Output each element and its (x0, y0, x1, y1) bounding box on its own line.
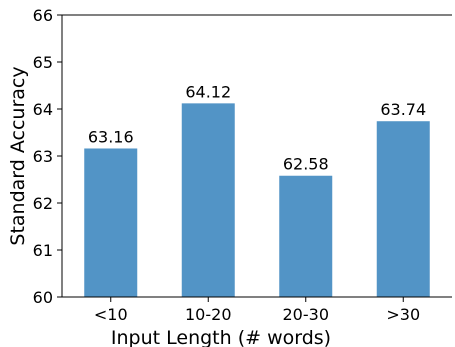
bar-value-label-3: 63.74 (380, 100, 426, 119)
bar-value-label-0: 63.16 (88, 127, 134, 146)
x-tick-label-2: 20-30 (283, 305, 330, 324)
y-tick-label-6: 66 (33, 6, 53, 25)
x-tick-label-0: <10 (94, 305, 128, 324)
y-tick-label-1: 61 (33, 241, 53, 260)
bar-3 (376, 121, 430, 297)
bar-2 (279, 175, 333, 297)
x-axis-title: Input Length (# words) (111, 327, 331, 347)
y-tick-label-4: 64 (33, 100, 53, 119)
y-ticks: 60 61 62 63 64 65 66 (33, 6, 62, 307)
bar-value-label-1: 64.12 (185, 82, 231, 101)
y-axis-title: Standard Accuracy (7, 66, 29, 245)
bar-0 (84, 148, 138, 297)
y-tick-label-5: 65 (33, 53, 53, 72)
value-labels: 63.16 64.12 62.58 63.74 (88, 82, 426, 173)
x-tick-label-3: >30 (386, 305, 420, 324)
bars (84, 103, 430, 297)
x-tick-label-1: 10-20 (185, 305, 232, 324)
x-ticks: <10 10-20 20-30 >30 (94, 297, 420, 324)
y-tick-label-3: 63 (33, 147, 53, 166)
bar-1 (181, 103, 235, 297)
y-tick-label-2: 62 (33, 194, 53, 213)
y-tick-label-0: 60 (33, 288, 53, 307)
bar-value-label-2: 62.58 (283, 155, 329, 174)
